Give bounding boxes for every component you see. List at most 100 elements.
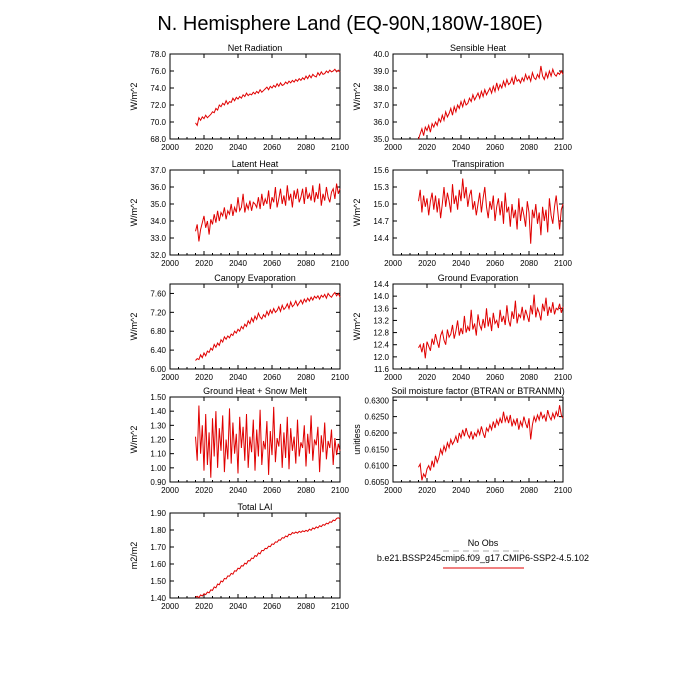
y-tick-label: 39.0 (373, 67, 389, 76)
y-tick-label: 37.0 (373, 101, 389, 110)
x-tick-label: 2020 (195, 259, 213, 268)
panel-1: Net Radiation 2000 2020 2040 2060 2080 2100 68.… (129, 43, 349, 152)
y-tick-label: 12.4 (373, 341, 389, 350)
y-tick-label: 6.40 (150, 346, 166, 355)
y-tick-label: 1.20 (150, 436, 166, 445)
y-tick-label: 68.0 (150, 135, 166, 144)
y-tick-label: 14.7 (373, 217, 389, 226)
y-axis-label: unitless (352, 424, 362, 455)
panel-title: Sensible Heat (450, 43, 507, 53)
y-tick-label: 0.6050 (365, 478, 390, 487)
y-tick-label: 0.90 (150, 478, 166, 487)
panel-title: Canopy Evaporation (214, 273, 296, 283)
series-line (195, 183, 341, 242)
panel-title: Net Radiation (228, 43, 283, 53)
plot-frame (392, 396, 564, 483)
panel-5: Canopy Evaporation 2000 2020 2040 2060 2080 21… (129, 273, 349, 382)
panel-title: Transpiration (452, 159, 504, 169)
y-tick-label: 15.6 (373, 166, 389, 175)
y-tick-label: 0.6150 (365, 445, 390, 454)
x-tick-label: 2040 (229, 602, 247, 611)
y-axis-label: W/m^2 (352, 313, 362, 341)
series-line (195, 517, 341, 599)
y-tick-label: 1.80 (150, 526, 166, 535)
x-tick-label: 2060 (486, 486, 504, 495)
x-tick-label: 2020 (418, 259, 436, 268)
panel-2: Sensible Heat 2000 2020 2040 2060 2080 2100 35.… (352, 43, 572, 152)
x-tick-label: 2100 (554, 486, 572, 495)
x-tick-label: 2060 (263, 143, 281, 152)
x-tick-label: 2020 (195, 373, 213, 382)
x-tick-label: 2000 (384, 486, 402, 495)
y-tick-label: 11.6 (374, 365, 390, 374)
y-tick-label: 0.6250 (365, 413, 390, 422)
plot-frame (392, 283, 564, 370)
x-tick-label: 2080 (520, 259, 538, 268)
panels: Net Radiation 2000 2020 2040 2060 2080 2100 68.… (129, 43, 572, 611)
x-tick-label: 2060 (486, 373, 504, 382)
y-tick-label: 34.0 (150, 217, 166, 226)
x-tick-label: 2080 (297, 143, 315, 152)
x-tick-label: 2060 (263, 373, 281, 382)
x-tick-label: 2020 (418, 143, 436, 152)
x-tick-label: 2000 (161, 602, 179, 611)
y-tick-label: 14.0 (373, 292, 389, 301)
y-tick-label: 1.50 (150, 393, 166, 402)
x-tick-label: 2060 (263, 486, 281, 495)
y-tick-label: 33.0 (150, 234, 166, 243)
x-tick-label: 2100 (331, 259, 349, 268)
x-tick-label: 2080 (297, 486, 315, 495)
y-tick-label: 78.0 (150, 50, 166, 59)
x-tick-label: 2020 (195, 602, 213, 611)
y-tick-label: 37.0 (150, 166, 166, 175)
x-tick-label: 2040 (229, 486, 247, 495)
y-tick-label: 0.6100 (365, 462, 390, 471)
plot-frame (169, 53, 341, 140)
series-line (195, 291, 341, 361)
y-tick-label: 72.0 (150, 101, 166, 110)
y-tick-label: 13.6 (373, 304, 389, 313)
plot-frame (392, 169, 564, 256)
x-tick-label: 2000 (161, 143, 179, 152)
x-tick-label: 2040 (452, 486, 470, 495)
y-tick-label: 1.40 (150, 594, 166, 603)
panel-6: Ground Evaporation 2000 2020 2040 2060 2080 21… (352, 273, 572, 382)
y-tick-label: 1.70 (150, 543, 166, 552)
x-tick-label: 2060 (263, 259, 281, 268)
y-tick-label: 0.6300 (365, 396, 390, 405)
plot-frame (169, 169, 341, 256)
figure-title: N. Hemisphere Land (EQ-90N,180W-180E) (157, 13, 542, 35)
x-tick-label: 2100 (331, 373, 349, 382)
panel-7: Ground Heat + Snow Melt 2000 2020 2040 2060 2… (129, 386, 349, 495)
x-tick-label: 2080 (297, 259, 315, 268)
x-tick-label: 2100 (554, 143, 572, 152)
x-tick-label: 2020 (418, 486, 436, 495)
x-tick-label: 2000 (384, 143, 402, 152)
y-tick-label: 40.0 (373, 50, 389, 59)
y-tick-label: 0.6200 (365, 429, 390, 438)
x-tick-label: 2080 (297, 602, 315, 611)
y-tick-label: 14.4 (373, 234, 389, 243)
x-tick-label: 2100 (331, 486, 349, 495)
y-tick-label: 35.0 (373, 135, 389, 144)
x-tick-label: 2040 (229, 259, 247, 268)
series-line (418, 294, 564, 359)
y-tick-label: 36.0 (373, 118, 389, 127)
x-tick-label: 2040 (452, 373, 470, 382)
y-axis-label: W/m^2 (129, 83, 139, 111)
y-tick-label: 14.4 (373, 280, 389, 289)
panel-3: Latent Heat 2000 2020 2040 2060 2080 2100 32.0 3… (129, 159, 349, 268)
legend-model-label: b.e21.BSSP245cmip6.f09_g17.CMIP6-SSP2-4.… (377, 553, 589, 563)
y-tick-label: 32.0 (150, 251, 166, 260)
x-tick-label: 2100 (331, 602, 349, 611)
x-tick-label: 2000 (384, 259, 402, 268)
x-tick-label: 2100 (331, 143, 349, 152)
y-axis-label: W/m^2 (129, 313, 139, 341)
series-line (418, 65, 564, 140)
y-tick-label: 74.0 (150, 84, 166, 93)
series-line (195, 405, 341, 478)
y-tick-label: 1.50 (150, 577, 166, 586)
series-line (418, 178, 564, 244)
plot-frame (392, 53, 564, 140)
